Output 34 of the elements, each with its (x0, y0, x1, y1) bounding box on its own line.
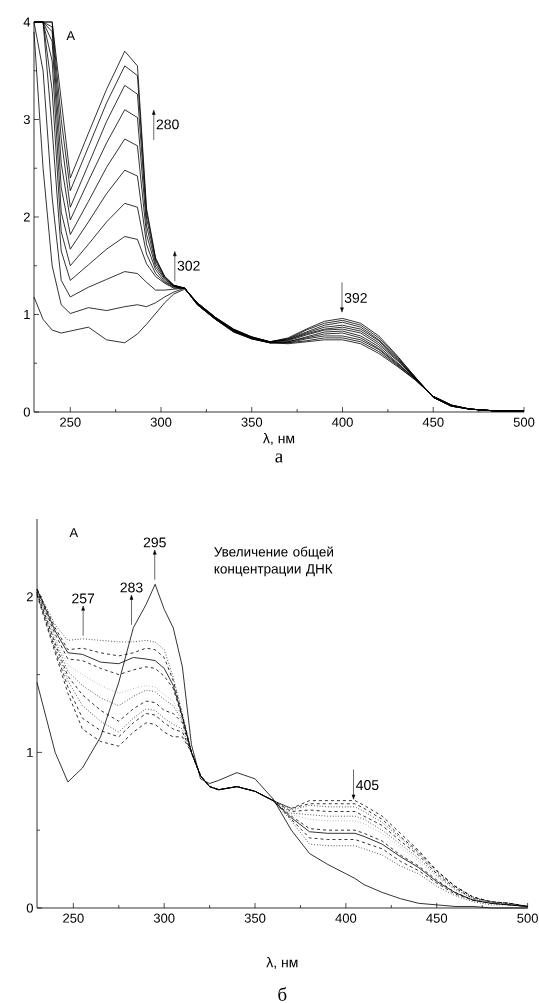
annotation: 295 (143, 537, 166, 548)
x-tick-label: 300 (150, 417, 172, 427)
annotation: 392 (344, 292, 367, 303)
annotation: Увеличение общей концентрации ДНК (214, 546, 333, 577)
y-axis-title: A (66, 31, 76, 41)
y-tick-label: 2 (23, 212, 30, 222)
annotation: 302 (177, 260, 200, 271)
x-tick-label: 500 (513, 417, 535, 427)
y-tick-label: 3 (23, 114, 30, 125)
x-tick-label: 350 (241, 417, 263, 427)
x-tick-label: 450 (422, 417, 444, 427)
text: а (275, 453, 283, 463)
annotation: 405 (356, 780, 379, 791)
y-tick-label: 4 (23, 17, 31, 27)
x-tick-label: 500 (517, 913, 538, 923)
x-tick-label: 350 (244, 913, 266, 923)
y-axis-title: A (69, 528, 79, 538)
y-tick-label: 2 (26, 592, 33, 602)
x-tick-label: 450 (426, 913, 448, 923)
x-tick-label: 250 (63, 913, 84, 923)
x-axis-title: λ, нм (266, 957, 298, 969)
y-tick-label: 1 (24, 310, 30, 319)
x-tick-label: 300 (153, 913, 175, 923)
x-tick-label: 400 (331, 417, 353, 427)
annotation: 283 (120, 582, 143, 593)
annotation: 257 (72, 593, 95, 604)
x-tick-label: 250 (60, 417, 81, 427)
text: б (278, 987, 287, 1001)
annotation: 280 (156, 119, 179, 130)
x-tick-label: 400 (335, 913, 357, 923)
y-tick-label: 0 (26, 903, 33, 913)
x-axis-title: λ, нм (263, 433, 295, 445)
y-tick-label: 1 (27, 747, 33, 757)
y-tick-label: 0 (23, 407, 30, 417)
